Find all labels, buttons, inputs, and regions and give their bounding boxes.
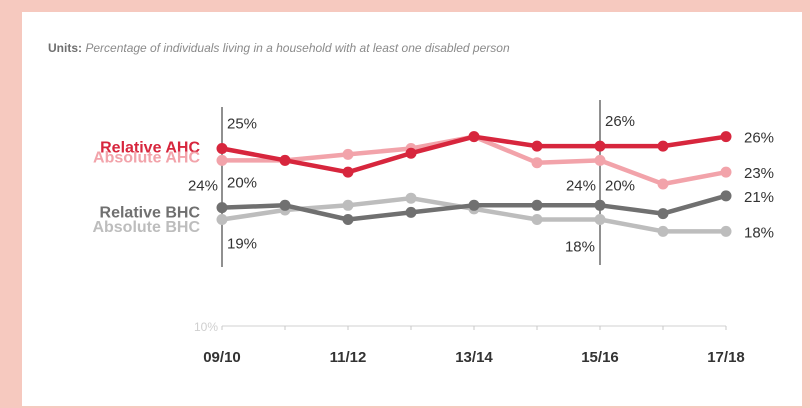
data-point bbox=[279, 199, 291, 211]
end-value-label: 21% bbox=[744, 189, 774, 206]
x-tick-label: 17/18 bbox=[707, 349, 745, 366]
data-point bbox=[657, 225, 669, 237]
legend-label: Absolute BHC bbox=[92, 219, 200, 236]
data-point bbox=[342, 214, 354, 225]
units-label: Units: bbox=[48, 41, 82, 55]
units-note: Units: Percentage of individuals living … bbox=[48, 40, 768, 56]
data-point bbox=[531, 214, 543, 225]
annotation-label: 24% bbox=[188, 177, 218, 194]
end-value-label: 18% bbox=[744, 224, 774, 241]
end-value-label: 26% bbox=[744, 130, 774, 147]
legend-label: Relative AHC bbox=[100, 140, 200, 157]
annotation-label: 26% bbox=[605, 113, 635, 130]
x-tick-label: 13/14 bbox=[455, 349, 493, 366]
legend-label: Absolute AHC bbox=[93, 149, 200, 166]
data-point bbox=[720, 225, 732, 237]
x-tick-label: 15/16 bbox=[581, 349, 619, 366]
data-point bbox=[468, 199, 480, 211]
data-point bbox=[468, 131, 480, 143]
data-point bbox=[531, 157, 543, 169]
y-tick-label: 10% bbox=[194, 320, 218, 334]
data-point bbox=[279, 154, 291, 166]
data-point bbox=[594, 214, 606, 225]
data-point bbox=[594, 140, 606, 152]
annotation-label: 19% bbox=[227, 236, 257, 253]
data-point bbox=[342, 166, 354, 178]
annotation-label: 20% bbox=[605, 177, 635, 194]
series-line bbox=[219, 134, 729, 187]
data-point bbox=[342, 199, 354, 211]
data-point bbox=[216, 143, 228, 154]
data-point bbox=[720, 190, 732, 202]
data-point bbox=[594, 154, 606, 166]
x-tick-label: 09/10 bbox=[203, 349, 241, 366]
units-text: Percentage of individuals living in a ho… bbox=[85, 41, 510, 55]
data-point bbox=[342, 148, 354, 160]
annotation-label: 24% bbox=[566, 177, 596, 194]
data-point bbox=[405, 147, 417, 159]
annotation-label: 20% bbox=[227, 175, 257, 192]
data-point bbox=[657, 178, 669, 190]
data-point bbox=[216, 214, 228, 225]
data-point bbox=[216, 202, 228, 214]
data-point bbox=[531, 199, 543, 211]
data-point bbox=[531, 140, 543, 152]
legend-label: Relative BHC bbox=[100, 205, 201, 222]
data-point bbox=[216, 154, 228, 166]
data-point bbox=[657, 140, 669, 152]
data-point bbox=[594, 199, 606, 211]
annotation-label: 25% bbox=[227, 116, 257, 133]
data-point bbox=[720, 131, 732, 143]
data-point bbox=[720, 166, 732, 178]
end-value-label: 23% bbox=[744, 165, 774, 182]
x-tick-label: 11/12 bbox=[330, 349, 367, 366]
data-point bbox=[405, 192, 417, 204]
annotation-label: 18% bbox=[565, 239, 595, 256]
data-point bbox=[405, 206, 417, 218]
data-point bbox=[657, 208, 669, 220]
